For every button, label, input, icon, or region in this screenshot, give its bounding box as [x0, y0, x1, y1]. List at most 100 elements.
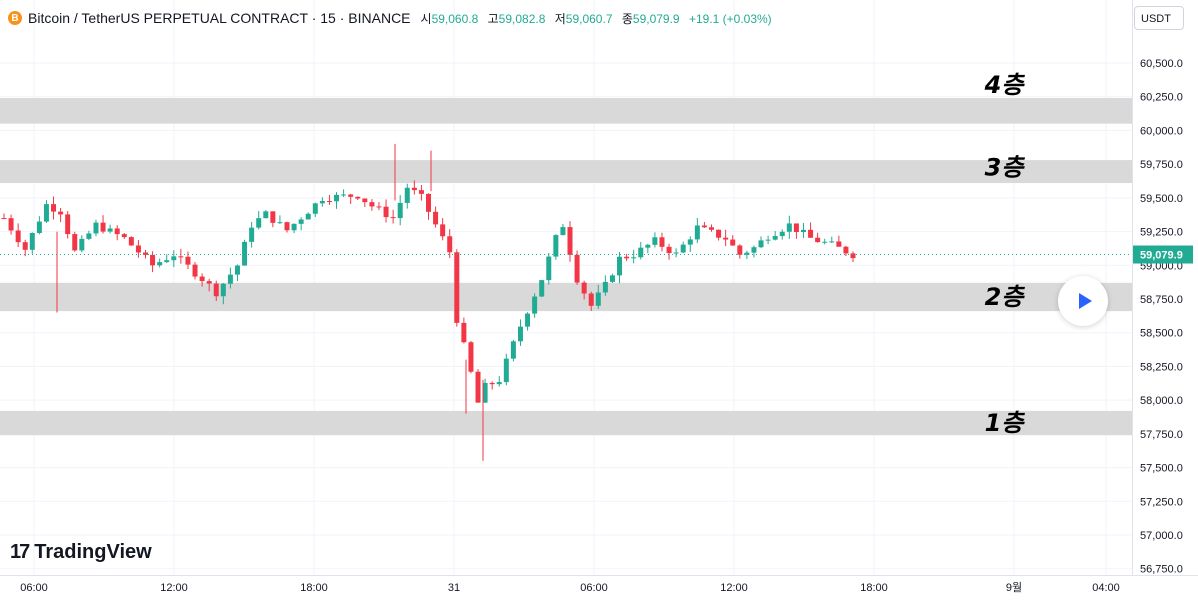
candle-body	[234, 265, 240, 275]
price-axis[interactable]	[1132, 0, 1198, 575]
zone-label: 4층	[984, 71, 1026, 99]
candle-body	[645, 244, 651, 248]
candle-body	[836, 241, 842, 247]
candle-body	[808, 229, 814, 238]
candle-body	[58, 211, 64, 215]
candle-body	[723, 237, 729, 240]
candle-body	[397, 202, 403, 219]
candle-body	[532, 296, 538, 314]
candle-body	[680, 244, 686, 253]
candle-body	[525, 313, 531, 327]
candle-body	[65, 214, 71, 235]
currency-selector[interactable]: USDT	[1134, 6, 1184, 30]
candle-body	[800, 229, 806, 233]
open-label: 시	[420, 11, 432, 26]
candle-body	[588, 293, 594, 306]
candle-body	[171, 256, 177, 261]
candle-body	[411, 187, 417, 191]
candle-body	[673, 252, 679, 254]
candle-body	[1, 218, 7, 220]
candle-body	[560, 227, 566, 236]
candle-body	[730, 239, 736, 246]
candle-body	[312, 203, 318, 214]
open-value: 59,060.8	[431, 11, 479, 26]
close-label: 종	[621, 11, 633, 26]
candle-body	[624, 256, 630, 259]
zone-band	[0, 410, 1132, 436]
candle-body	[107, 228, 113, 232]
candle-body	[609, 275, 615, 282]
candle-body	[482, 382, 488, 403]
candle-body	[79, 238, 85, 251]
candle-body	[150, 254, 156, 266]
candle-body	[418, 190, 424, 194]
tradingview-logo[interactable]: 17 TradingView	[10, 541, 152, 564]
time-axis[interactable]	[0, 575, 1198, 598]
candle-body	[277, 222, 283, 224]
candle-body	[404, 187, 410, 203]
candle-body	[22, 242, 28, 250]
candle-body	[227, 274, 233, 284]
candle-body	[29, 232, 35, 250]
ohlc-values: 시59,060.8 고59,082.8 저59,060.7 종59,079.9 …	[421, 10, 772, 27]
symbol-title[interactable]: Bitcoin / TetherUS PERPETUAL CONTRACT · …	[28, 10, 411, 26]
candle-body	[581, 282, 587, 294]
candle-body	[143, 252, 148, 255]
candle-body	[687, 239, 693, 245]
candle-body	[291, 223, 297, 231]
candle-body	[815, 237, 821, 243]
candle-body	[440, 224, 446, 237]
candle-body	[539, 280, 545, 297]
candle-body	[199, 276, 205, 282]
candle-body	[546, 256, 552, 281]
candle-body	[362, 198, 368, 203]
candle-body	[744, 252, 750, 255]
candle-body	[206, 281, 212, 284]
candle-body	[709, 227, 714, 230]
candle-body	[376, 206, 382, 208]
candle-body	[298, 219, 304, 224]
candle-body	[793, 223, 799, 233]
candle-body	[15, 230, 21, 243]
candle-body	[496, 382, 502, 385]
candle-body	[86, 233, 92, 239]
high-label: 고	[487, 11, 499, 26]
zone-band	[0, 282, 1132, 312]
candle-body	[348, 194, 354, 197]
candle-body	[659, 237, 665, 247]
candle-body	[383, 206, 389, 218]
candle-body	[164, 260, 170, 263]
candle-body	[503, 358, 509, 383]
close-value: 59,079.9	[632, 11, 680, 26]
candle-body	[135, 245, 141, 253]
candle-body	[829, 241, 835, 243]
candle-body	[220, 283, 226, 297]
candle-body	[510, 341, 516, 359]
candle-body	[694, 225, 700, 240]
candle-body	[100, 222, 106, 232]
replay-button[interactable]	[1058, 276, 1108, 326]
candle-body	[567, 227, 573, 255]
candle-body	[779, 231, 785, 237]
candle-body	[270, 211, 276, 223]
candle-body	[454, 252, 460, 323]
candle-body	[751, 247, 757, 253]
candle-body	[284, 222, 290, 231]
candle-body	[249, 227, 255, 242]
candle-body	[631, 257, 637, 259]
candle-body	[843, 246, 849, 254]
high-value: 59,082.8	[498, 11, 546, 26]
zone-band	[0, 98, 1132, 124]
candle-body	[666, 246, 672, 254]
candle-body	[638, 247, 644, 258]
candle-body	[51, 204, 57, 212]
low-value: 59,060.7	[565, 11, 613, 26]
candle-body	[772, 236, 778, 240]
candle-body	[263, 211, 269, 219]
candle-body	[36, 221, 42, 233]
candle-body	[390, 217, 396, 219]
candle-body	[242, 241, 248, 266]
candle-body	[574, 254, 580, 283]
